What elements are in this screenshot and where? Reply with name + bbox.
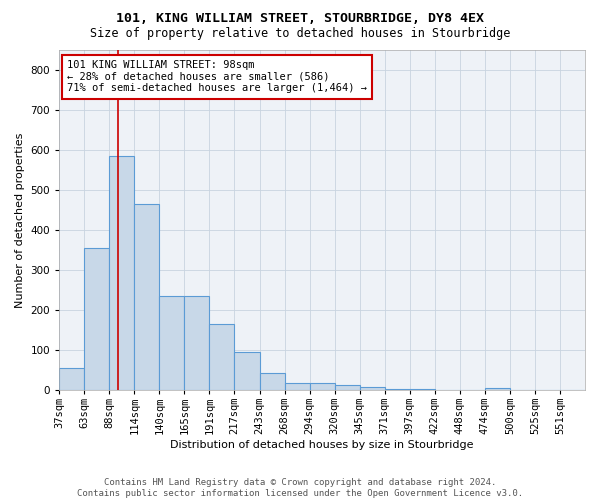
Bar — [160, 296, 184, 390]
Bar — [359, 387, 385, 390]
Bar — [84, 248, 109, 390]
Bar — [284, 383, 310, 390]
Bar — [134, 204, 160, 390]
Bar — [235, 352, 260, 390]
Bar — [59, 368, 84, 390]
X-axis label: Distribution of detached houses by size in Stourbridge: Distribution of detached houses by size … — [170, 440, 474, 450]
Y-axis label: Number of detached properties: Number of detached properties — [15, 132, 25, 308]
Text: 101 KING WILLIAM STREET: 98sqm
← 28% of detached houses are smaller (586)
71% of: 101 KING WILLIAM STREET: 98sqm ← 28% of … — [67, 60, 367, 94]
Text: 101, KING WILLIAM STREET, STOURBRIDGE, DY8 4EX: 101, KING WILLIAM STREET, STOURBRIDGE, D… — [116, 12, 484, 26]
Text: Contains HM Land Registry data © Crown copyright and database right 2024.
Contai: Contains HM Land Registry data © Crown c… — [77, 478, 523, 498]
Text: Size of property relative to detached houses in Stourbridge: Size of property relative to detached ho… — [90, 28, 510, 40]
Bar — [184, 296, 209, 390]
Bar — [335, 385, 359, 390]
Bar — [410, 389, 435, 390]
Bar — [260, 373, 284, 390]
Bar — [310, 383, 335, 390]
Bar — [109, 156, 134, 390]
Bar — [209, 324, 235, 390]
Bar — [485, 388, 510, 390]
Bar — [385, 389, 410, 390]
